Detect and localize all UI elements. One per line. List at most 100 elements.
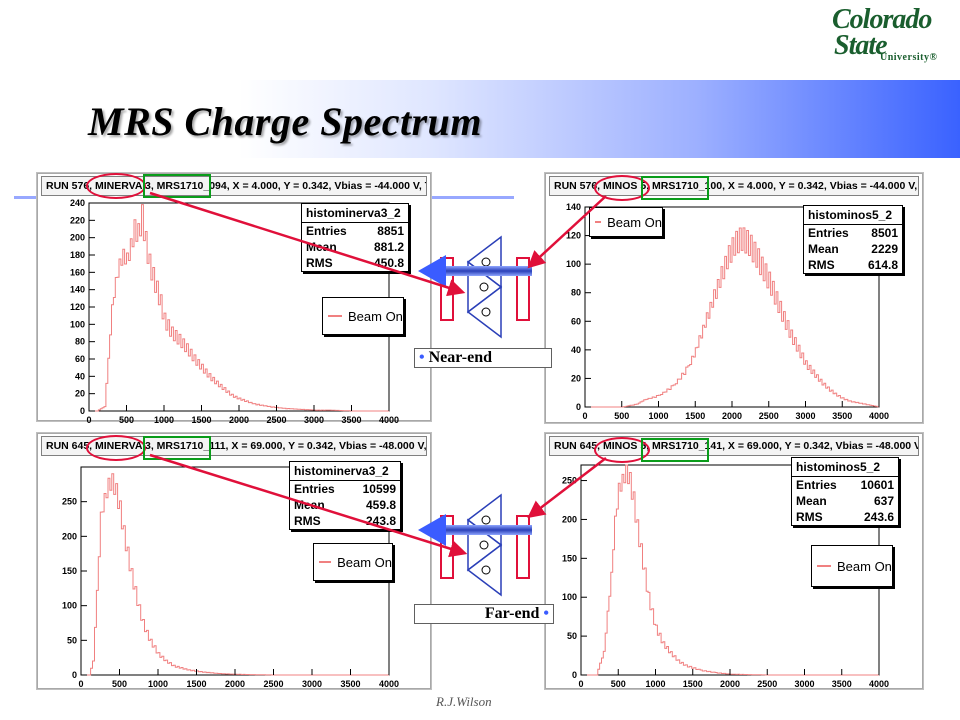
beam-arrow-shaft	[440, 266, 532, 276]
fiber-circle	[481, 515, 491, 525]
highlight-box-near-minerva	[143, 174, 211, 198]
y-tick-label: 60	[571, 316, 581, 326]
x-tick-label: 4000	[869, 679, 889, 689]
stats-row-rms: RMS 243.6	[792, 509, 898, 525]
y-tick-label: 150	[62, 566, 77, 576]
x-tick-label: 3500	[832, 411, 852, 421]
beam-arrow-shaft	[440, 525, 532, 535]
near-end-label: • Near-end	[414, 348, 552, 368]
far-end-label: Far-end •	[414, 604, 554, 624]
x-tick-label: 3500	[832, 679, 852, 689]
fiber-circle	[479, 540, 489, 550]
y-tick-label: 80	[571, 288, 581, 298]
y-tick-label: 100	[70, 319, 85, 329]
stats-value: 459.8	[365, 498, 396, 512]
detector-schematic-near	[418, 235, 532, 339]
y-tick-label: 250	[562, 476, 577, 486]
histogram-panel-near-minos: RUN 576, MINOS 5, MRS1710_100, X = 4.000…	[544, 172, 924, 424]
x-tick-label: 4000	[379, 415, 399, 423]
y-tick-label: 40	[75, 371, 85, 381]
histogram-panel-far-minerva: RUN 645, MINERVA 3, MRS1710_111, X = 69.…	[36, 432, 432, 690]
stats-title: histominos5_2	[804, 206, 902, 225]
near-end-text: Near-end	[428, 349, 492, 366]
panel-frame	[37, 433, 431, 689]
stats-row-mean: Mean 459.8	[290, 497, 400, 513]
legend-box: Beam On	[313, 543, 393, 581]
stats-value: 243.8	[365, 514, 396, 528]
stats-box: histominos5_2 Entries 8501 Mean 2229 RMS 61…	[803, 205, 903, 274]
stats-row-entries: Entries 8851	[302, 223, 408, 239]
stats-title: histominerva3_2	[290, 462, 400, 481]
highlight-ellipse-far-minos	[594, 437, 650, 463]
x-tick-label: 500	[119, 415, 134, 423]
panel-frame	[545, 433, 923, 689]
x-tick-label: 3500	[341, 415, 361, 423]
histogram-series-beam-on	[581, 464, 879, 676]
y-tick-label: 0	[572, 670, 577, 680]
x-tick-label: 3000	[302, 679, 322, 689]
scintillator-triangle	[466, 235, 502, 289]
y-tick-label: 200	[562, 514, 577, 524]
highlight-box-near-minos	[641, 176, 709, 200]
y-tick-label: 20	[75, 389, 85, 399]
x-tick-label: 2500	[266, 415, 286, 423]
stats-title: histominerva3_2	[302, 204, 408, 223]
stats-box: histominerva3_2 Entries 10599 Mean 459.8 R…	[289, 461, 401, 530]
x-tick-label: 0	[582, 411, 587, 421]
x-tick-label: 2500	[757, 679, 777, 689]
x-tick-label: 3000	[794, 679, 814, 689]
y-tick-label: 120	[70, 302, 85, 312]
scintillator-triangle	[467, 260, 503, 314]
y-tick-label: 140	[566, 202, 581, 212]
y-tick-label: 150	[562, 553, 577, 563]
stats-label: Entries	[306, 224, 347, 238]
detector-plane-left	[440, 515, 454, 579]
x-tick-label: 1000	[645, 679, 665, 689]
x-tick-label: 1000	[154, 415, 174, 423]
scintillator-triangle	[467, 518, 503, 572]
x-tick-label: 2500	[759, 411, 779, 421]
y-tick-label: 50	[567, 631, 577, 641]
scintillator-triangle	[466, 493, 502, 547]
stats-value: 243.6	[863, 510, 894, 524]
x-tick-label: 500	[614, 411, 629, 421]
stats-label: Entries	[808, 226, 849, 240]
histogram-series-beam-on	[585, 227, 880, 408]
stats-value: 450.8	[373, 256, 404, 270]
stats-label: RMS	[294, 514, 321, 528]
y-tick-label: 100	[562, 592, 577, 602]
x-tick-label: 4000	[869, 411, 889, 421]
stats-row-mean: Mean 2229	[804, 241, 902, 257]
stats-label: Mean	[306, 240, 337, 254]
stats-box: histominos5_2 Entries 10601 Mean 637 RMS 24…	[791, 457, 899, 526]
histogram-series-beam-on	[89, 204, 389, 412]
x-tick-label: 3500	[340, 679, 360, 689]
y-tick-label: 140	[70, 285, 85, 295]
stats-value: 881.2	[373, 240, 404, 254]
y-tick-label: 60	[75, 354, 85, 364]
fiber-circle	[481, 307, 491, 317]
legend-box: Beam On	[811, 545, 893, 587]
y-tick-label: 0	[72, 670, 77, 680]
logo-line-1: Colorado	[832, 4, 932, 35]
detector-schematic-far	[418, 493, 532, 597]
y-tick-label: 50	[67, 635, 77, 645]
stats-row-mean: Mean 881.2	[302, 239, 408, 255]
x-tick-label: 2500	[263, 679, 283, 689]
x-tick-label: 4000	[379, 679, 399, 689]
x-tick-label: 1000	[148, 679, 168, 689]
stats-label: RMS	[306, 256, 333, 270]
legend-label: Beam On	[607, 214, 662, 230]
x-tick-label: 3000	[795, 411, 815, 421]
stats-label: Entries	[294, 482, 335, 496]
x-tick-label: 1500	[683, 679, 703, 689]
y-tick-label: 20	[571, 373, 581, 383]
stats-row-rms: RMS 450.8	[302, 255, 408, 271]
y-tick-label: 100	[62, 601, 77, 611]
scintillator-triangle	[466, 543, 502, 597]
x-tick-label: 2000	[720, 679, 740, 689]
stats-value: 614.8	[867, 258, 898, 272]
stats-value: 10601	[860, 478, 894, 492]
bullet-icon: •	[419, 349, 425, 366]
stats-row-rms: RMS 614.8	[804, 257, 902, 273]
